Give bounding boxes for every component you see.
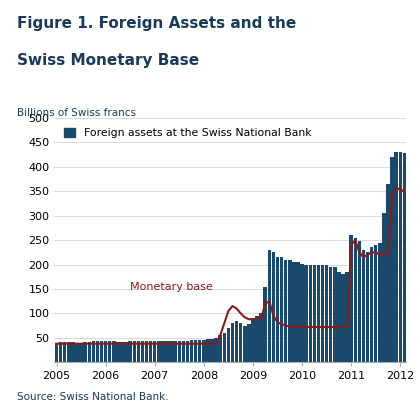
Bar [358, 241, 361, 362]
Bar [341, 274, 345, 362]
Bar [333, 267, 336, 362]
Bar [59, 342, 62, 362]
Bar [157, 341, 160, 362]
Bar [386, 184, 390, 362]
Bar [96, 341, 99, 362]
Bar [218, 335, 222, 362]
Bar [362, 250, 365, 362]
Bar [337, 272, 341, 362]
Bar [173, 341, 177, 362]
Bar [116, 342, 120, 362]
Bar [280, 257, 283, 362]
Bar [63, 342, 67, 362]
Bar [321, 265, 324, 362]
Bar [71, 342, 75, 362]
Text: Source: Swiss National Bank.: Source: Swiss National Bank. [17, 392, 168, 402]
Bar [398, 152, 402, 362]
Bar [83, 342, 87, 362]
Bar [92, 341, 95, 362]
Bar [345, 272, 349, 362]
Bar [88, 342, 91, 362]
Bar [79, 343, 83, 362]
Bar [108, 341, 111, 362]
Bar [239, 323, 243, 362]
Legend: Foreign assets at the Swiss National Bank: Foreign assets at the Swiss National Ban… [60, 123, 316, 142]
Bar [231, 323, 234, 362]
Bar [300, 264, 304, 362]
Bar [206, 339, 210, 362]
Bar [190, 340, 193, 362]
Bar [313, 265, 316, 362]
Bar [145, 341, 148, 362]
Bar [251, 318, 255, 362]
Bar [215, 338, 218, 362]
Bar [182, 341, 185, 362]
Bar [292, 262, 296, 362]
Bar [366, 252, 369, 362]
Bar [329, 267, 332, 362]
Bar [354, 238, 357, 362]
Bar [296, 262, 300, 362]
Bar [305, 265, 308, 362]
Bar [317, 265, 320, 362]
Bar [141, 341, 144, 362]
Bar [235, 321, 238, 362]
Bar [149, 341, 153, 362]
Bar [161, 341, 165, 362]
Bar [243, 326, 246, 362]
Bar [227, 328, 230, 362]
Text: Swiss Monetary Base: Swiss Monetary Base [17, 53, 199, 68]
Bar [67, 342, 70, 362]
Bar [268, 250, 271, 362]
Bar [272, 252, 275, 362]
Bar [255, 316, 259, 362]
Bar [349, 235, 353, 362]
Bar [55, 343, 58, 362]
Bar [104, 341, 107, 362]
Text: Figure 1. Foreign Assets and the: Figure 1. Foreign Assets and the [17, 16, 296, 31]
Bar [137, 341, 140, 362]
Bar [288, 260, 292, 362]
Bar [169, 341, 173, 362]
Bar [202, 340, 206, 362]
Text: Billions of Swiss francs: Billions of Swiss francs [17, 108, 136, 118]
Bar [153, 341, 156, 362]
Bar [403, 153, 406, 362]
Bar [120, 342, 124, 362]
Bar [325, 265, 328, 362]
Bar [308, 265, 312, 362]
Bar [259, 313, 263, 362]
Bar [178, 341, 181, 362]
Bar [374, 245, 378, 362]
Bar [247, 324, 251, 362]
Bar [210, 339, 214, 362]
Bar [222, 333, 226, 362]
Bar [112, 341, 116, 362]
Bar [194, 340, 197, 362]
Bar [100, 341, 103, 362]
Bar [165, 341, 169, 362]
Bar [186, 341, 189, 362]
Bar [391, 157, 394, 362]
Bar [276, 257, 279, 362]
Bar [370, 247, 373, 362]
Bar [124, 342, 128, 362]
Bar [284, 260, 287, 362]
Text: Monetary base: Monetary base [130, 282, 213, 292]
Bar [75, 343, 79, 362]
Bar [394, 152, 398, 362]
Bar [129, 341, 132, 362]
Bar [378, 243, 382, 362]
Bar [264, 287, 267, 362]
Bar [198, 340, 202, 362]
Bar [382, 213, 385, 362]
Bar [132, 341, 136, 362]
